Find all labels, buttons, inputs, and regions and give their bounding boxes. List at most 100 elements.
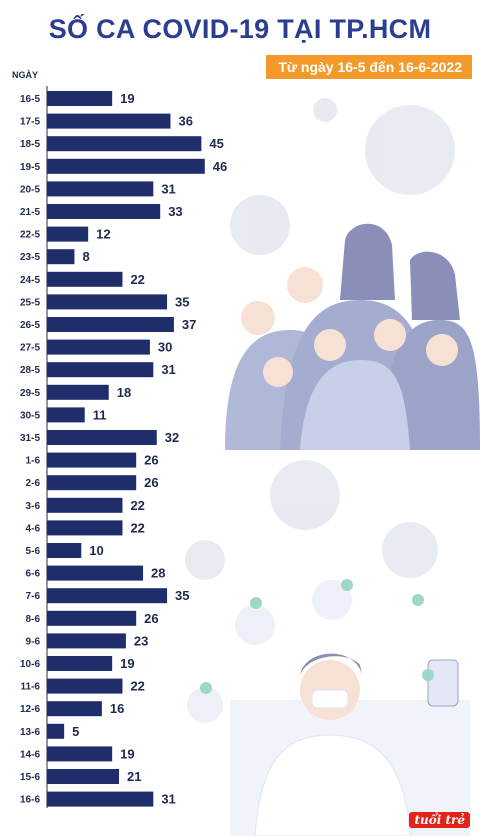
category-label: 27-5 bbox=[20, 343, 40, 354]
bar bbox=[47, 475, 137, 491]
category-label: 1-6 bbox=[26, 456, 41, 467]
category-label: 16-6 bbox=[20, 795, 40, 806]
bar bbox=[47, 610, 137, 626]
bar bbox=[47, 339, 150, 355]
value-label: 8 bbox=[82, 249, 89, 264]
bar bbox=[47, 317, 174, 332]
category-label: 7-6 bbox=[26, 591, 41, 602]
value-label: 23 bbox=[134, 633, 148, 648]
value-label: 31 bbox=[161, 362, 175, 377]
category-label: 9-6 bbox=[26, 636, 41, 647]
value-label: 26 bbox=[144, 475, 158, 490]
value-label: 26 bbox=[144, 453, 158, 468]
value-label: 32 bbox=[165, 430, 179, 445]
value-label: 18 bbox=[117, 385, 131, 400]
category-label: 19-5 bbox=[20, 162, 40, 173]
category-label: 11-6 bbox=[21, 682, 41, 693]
bar bbox=[47, 746, 113, 762]
category-label: 10-6 bbox=[20, 659, 40, 670]
category-label: 21-5 bbox=[20, 207, 40, 218]
value-label: 30 bbox=[158, 340, 172, 355]
bar bbox=[47, 520, 123, 536]
value-label: 46 bbox=[213, 159, 227, 174]
date-range-badge: Từ ngày 16-5 đến 16-6-2022 bbox=[266, 55, 472, 79]
bar bbox=[47, 226, 89, 242]
bar bbox=[47, 723, 65, 739]
category-label: 17-5 bbox=[20, 117, 40, 128]
bar bbox=[47, 656, 113, 671]
bar bbox=[47, 271, 123, 287]
bar bbox=[47, 384, 109, 400]
value-label: 5 bbox=[72, 724, 79, 739]
virus-icon bbox=[185, 98, 455, 580]
bar bbox=[47, 91, 113, 106]
bar bbox=[47, 113, 171, 129]
bar bbox=[47, 769, 120, 784]
value-label: 12 bbox=[96, 227, 110, 242]
y-axis-title: NGÀY bbox=[12, 70, 39, 80]
category-label: 29-5 bbox=[20, 388, 40, 399]
page-title: SỐ CA COVID-19 TẠI TP.HCM bbox=[48, 14, 432, 44]
value-label: 31 bbox=[161, 181, 175, 196]
bar bbox=[47, 362, 154, 378]
category-label: 5-6 bbox=[26, 546, 41, 557]
category-label: 6-6 bbox=[26, 569, 41, 580]
category-label: 12-6 bbox=[20, 704, 40, 715]
bar bbox=[47, 543, 82, 558]
value-label: 11 bbox=[93, 407, 107, 422]
bar bbox=[47, 136, 202, 152]
value-label: 19 bbox=[120, 746, 134, 761]
bar bbox=[47, 565, 144, 581]
value-label: 22 bbox=[130, 679, 144, 694]
category-label: 3-6 bbox=[26, 501, 41, 512]
bar bbox=[47, 678, 123, 694]
bar bbox=[47, 497, 123, 513]
bar bbox=[47, 452, 137, 468]
value-label: 19 bbox=[120, 91, 134, 106]
category-label: 20-5 bbox=[20, 184, 40, 195]
bar bbox=[47, 249, 75, 265]
bar bbox=[47, 204, 161, 219]
category-label: 30-5 bbox=[20, 410, 40, 421]
bar bbox=[47, 791, 154, 807]
bar bbox=[47, 181, 154, 197]
value-label: 16 bbox=[110, 701, 124, 716]
bar bbox=[47, 588, 168, 604]
category-label: 26-5 bbox=[20, 320, 40, 331]
doctor-illustration bbox=[187, 579, 470, 836]
value-label: 35 bbox=[175, 294, 189, 309]
category-label: 25-5 bbox=[20, 297, 40, 308]
value-label: 33 bbox=[168, 204, 182, 219]
value-label: 35 bbox=[175, 588, 189, 603]
people-crowd-illustration bbox=[225, 223, 480, 450]
category-label: 13-6 bbox=[20, 727, 40, 738]
category-label: 14-6 bbox=[20, 749, 40, 760]
category-label: 22-5 bbox=[20, 230, 40, 241]
category-label: 28-5 bbox=[20, 365, 40, 376]
category-label: 4-6 bbox=[26, 523, 41, 534]
bar bbox=[47, 158, 205, 174]
value-label: 10 bbox=[89, 543, 103, 558]
bar bbox=[47, 430, 157, 445]
category-label: 16-5 bbox=[20, 94, 40, 105]
value-label: 37 bbox=[182, 317, 196, 332]
tuoi-tre-logo: tuổi trẻ bbox=[409, 812, 470, 828]
value-label: 28 bbox=[151, 566, 165, 581]
bar bbox=[47, 407, 85, 423]
category-label: 24-5 bbox=[20, 275, 40, 286]
value-label: 22 bbox=[130, 272, 144, 287]
value-label: 36 bbox=[178, 114, 192, 129]
category-label: 31-5 bbox=[20, 433, 40, 444]
bar bbox=[47, 701, 102, 717]
value-label: 45 bbox=[209, 136, 223, 151]
bar bbox=[47, 633, 126, 649]
value-label: 21 bbox=[127, 769, 141, 784]
value-label: 31 bbox=[161, 792, 175, 807]
value-label: 19 bbox=[120, 656, 134, 671]
value-label: 26 bbox=[144, 611, 158, 626]
category-label: 23-5 bbox=[20, 252, 40, 263]
category-label: 15-6 bbox=[20, 772, 40, 783]
value-label: 22 bbox=[130, 520, 144, 535]
